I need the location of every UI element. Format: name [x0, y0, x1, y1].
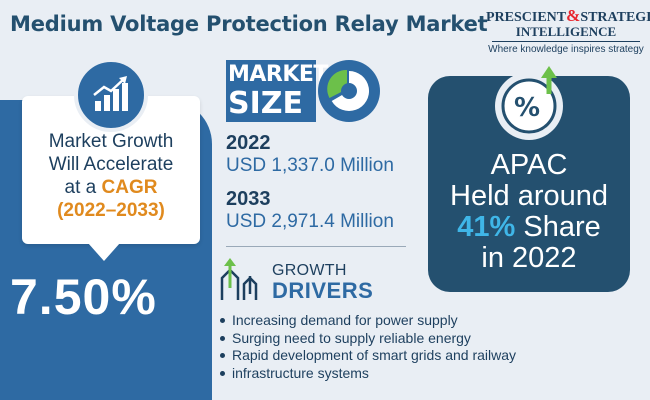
growth-arrows-icon — [218, 258, 268, 307]
list-item: Rapid development of smart grids and rai… — [218, 347, 638, 365]
logo-divider — [492, 41, 640, 42]
market-size-label-box — [226, 60, 316, 122]
market-size-label: MARKET SIZE — [228, 62, 328, 121]
market-size-year-2033: 2033 — [226, 188, 271, 210]
growth-card-pointer — [88, 243, 120, 261]
pie-chart-icon — [318, 60, 380, 122]
percent-up-arrow-icon: % — [489, 64, 569, 144]
growth-drivers-label-top: GROWTH — [272, 262, 347, 279]
market-size-value-2033: USD 2,971.4 Million — [226, 211, 394, 232]
page-title: Medium Voltage Protection Relay Market — [10, 12, 488, 36]
apac-share-text: APAC Held around 41% Share in 2022 — [450, 149, 608, 274]
growth-drivers-label-bottom: DRIVERS — [272, 278, 374, 303]
company-logo: PRESCIENT&STRATEGIC INTELLIGENCE Where k… — [486, 6, 650, 66]
market-size-year-2022: 2022 — [226, 132, 271, 154]
market-size-value-2022: USD 1,337.0 Million — [226, 155, 394, 176]
logo-tagline: Where knowledge inspires strategy — [488, 44, 644, 55]
list-item: Surging need to supply reliable energy — [218, 330, 638, 348]
logo-name-line2: INTELLIGENCE — [515, 24, 617, 39]
list-item: Increasing demand for power supply — [218, 312, 638, 330]
svg-text:%: % — [514, 93, 540, 123]
logo-name-line1: PRESCIENT&STRATEGIC — [486, 6, 650, 25]
growth-drivers-list: Increasing demand for power supply Surgi… — [218, 312, 638, 382]
growth-card-text: Market Growth Will Accelerate at a CAGR … — [48, 131, 174, 221]
cagr-value: 7.50% — [10, 269, 157, 325]
rising-bar-chart-icon — [74, 58, 148, 132]
list-item-continuation: infrastructure systems — [218, 365, 638, 383]
section-divider — [226, 246, 406, 247]
